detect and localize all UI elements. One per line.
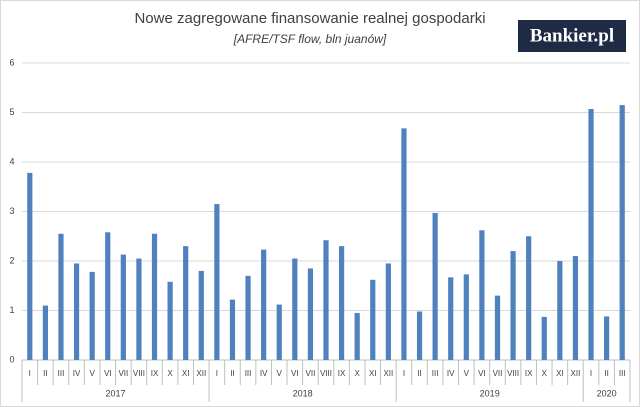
x-tick-label: VII xyxy=(493,369,503,378)
bar xyxy=(432,212,438,360)
x-tick-label: VI xyxy=(478,369,486,378)
x-tick-label: XI xyxy=(182,369,190,378)
bar xyxy=(89,271,95,360)
x-tick-label: III xyxy=(58,369,65,378)
x-tick-label: II xyxy=(417,369,421,378)
x-tick-label: VII xyxy=(118,369,128,378)
bar xyxy=(73,263,80,360)
logo: Bankier.pl xyxy=(530,25,614,46)
group-label: 2019 xyxy=(480,388,500,398)
bar xyxy=(416,311,423,360)
x-tick-label: I xyxy=(216,369,218,378)
y-tick-label: 5 xyxy=(9,107,14,117)
x-tick-label: III xyxy=(245,369,252,378)
x-tick-label: I xyxy=(403,369,405,378)
x-tick-label: I xyxy=(590,369,592,378)
group-label: 2017 xyxy=(106,388,126,398)
bar xyxy=(557,261,563,360)
bar xyxy=(338,246,345,360)
x-tick-label: VIII xyxy=(133,369,145,378)
x-tick-label: IX xyxy=(338,369,346,378)
x-tick-label: II xyxy=(43,369,47,378)
chart-title: Nowe zagregowane finansowanie realnej go… xyxy=(134,10,485,27)
bar xyxy=(401,128,407,360)
x-tick-label: VI xyxy=(291,369,299,378)
y-tick-label: 0 xyxy=(9,354,14,364)
bar xyxy=(198,270,204,360)
bar xyxy=(245,275,251,360)
bar xyxy=(42,305,48,360)
bar xyxy=(494,295,501,360)
bar xyxy=(167,281,173,360)
bar xyxy=(151,233,158,360)
y-tick-label: 4 xyxy=(9,156,14,166)
chart-subtitle: [AFRE/TSF flow, bln juanów] xyxy=(233,32,387,46)
x-tick-label: X xyxy=(167,369,173,378)
bar xyxy=(479,230,485,360)
x-tick-label: XII xyxy=(571,369,581,378)
bar xyxy=(448,277,454,360)
x-tick-label: IX xyxy=(151,369,159,378)
x-tick-label: VIII xyxy=(507,369,519,378)
group-label: 2020 xyxy=(597,388,617,398)
bar xyxy=(323,240,329,360)
x-tick-label: IV xyxy=(260,369,268,378)
bar xyxy=(105,232,111,360)
y-tick-label: 2 xyxy=(9,255,14,265)
y-tick-label: 6 xyxy=(9,57,14,67)
x-tick-label: IX xyxy=(525,369,533,378)
bar xyxy=(354,312,360,360)
x-tick-label: XI xyxy=(556,369,564,378)
logo-box xyxy=(518,20,626,52)
bar xyxy=(572,256,579,360)
x-tick-label: VIII xyxy=(320,369,332,378)
bar xyxy=(510,251,516,360)
bar xyxy=(619,105,625,360)
bar xyxy=(136,258,142,360)
bar xyxy=(292,258,298,360)
x-tick-label: XI xyxy=(369,369,377,378)
x-tick-label: X xyxy=(355,369,361,378)
group-label: 2018 xyxy=(293,388,313,398)
bar xyxy=(370,279,376,360)
x-tick-label: V xyxy=(89,369,95,378)
bar xyxy=(214,204,220,360)
bar xyxy=(261,249,267,360)
x-tick-label: IV xyxy=(447,369,455,378)
bar xyxy=(229,299,236,360)
bar xyxy=(604,316,610,360)
x-tick-label: VI xyxy=(104,369,112,378)
x-tick-label: II xyxy=(230,369,234,378)
x-tick-label: IV xyxy=(73,369,81,378)
x-tick-label: XII xyxy=(383,369,393,378)
x-tick-label: XII xyxy=(196,369,206,378)
x-tick-label: VII xyxy=(306,369,316,378)
bar xyxy=(307,268,314,360)
x-tick-label: II xyxy=(604,369,608,378)
bar xyxy=(183,246,189,360)
bar xyxy=(541,316,547,360)
bar xyxy=(120,254,126,360)
bar xyxy=(588,109,594,360)
x-tick-label: V xyxy=(464,369,470,378)
x-tick-label: X xyxy=(542,369,548,378)
bar xyxy=(463,274,469,360)
bar xyxy=(276,304,282,360)
y-tick-label: 3 xyxy=(9,206,14,216)
bar xyxy=(526,236,532,360)
x-tick-label: III xyxy=(432,369,439,378)
bar xyxy=(58,233,64,360)
bar xyxy=(385,263,391,360)
y-tick-label: 1 xyxy=(9,305,14,315)
x-tick-label: V xyxy=(277,369,283,378)
bar xyxy=(27,172,33,360)
x-tick-label: III xyxy=(619,369,626,378)
x-tick-label: I xyxy=(29,369,31,378)
